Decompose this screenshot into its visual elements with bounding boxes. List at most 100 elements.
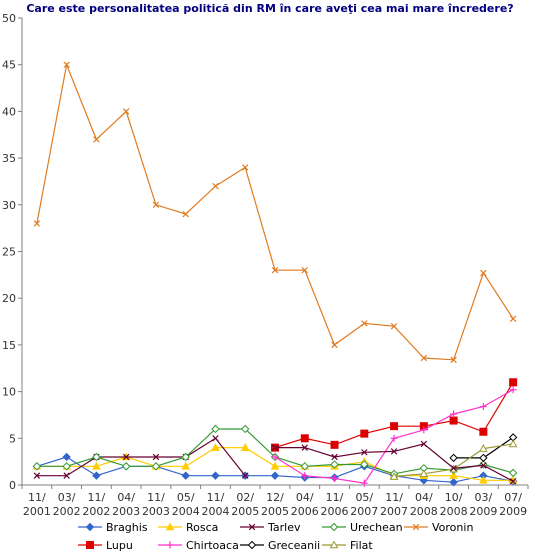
point-braghis: [62, 452, 71, 462]
point-chirtoaca: [360, 479, 368, 487]
legend-item-greceanii: Greceanii: [240, 539, 320, 552]
legend-swatch-marker: [412, 523, 420, 531]
series-line-voronin: [36, 62, 514, 361]
point-voronin: [212, 182, 219, 190]
legend-swatch-marker: [247, 540, 257, 550]
chart-title: Care este personalitatea politică din RM…: [26, 2, 514, 15]
point-voronin: [182, 210, 189, 218]
point-tarlev: [242, 472, 249, 479]
x-tick-label-line2: 2003: [142, 505, 170, 518]
point-urechean: [151, 462, 161, 471]
legend-item-tarlev: Tarlev: [240, 521, 301, 534]
point-tarlev-2: [450, 464, 457, 472]
point-braghis: [181, 471, 190, 480]
y-tick-label: 15: [2, 339, 16, 352]
point-tarlev: [212, 435, 219, 442]
x-tick-label-line1: 11/: [28, 491, 46, 504]
x-tick-label-line2: 2004: [172, 505, 200, 518]
point-urechean: [92, 452, 101, 462]
point-tarlev: [63, 472, 70, 479]
legend-label: Urechean: [350, 521, 403, 534]
point-tarlev-2: [331, 453, 338, 461]
x-tick-label-line1: 11/: [88, 491, 106, 504]
x-tick-label-line1: 05/: [177, 491, 195, 504]
legend-label: Tarlev: [267, 521, 301, 534]
x-tick-label-line2: 2005: [261, 505, 289, 518]
axes-layer: 0510152025303540455011/200103/200211/200…: [2, 12, 529, 518]
x-tick-label-line1: 11/: [147, 491, 165, 504]
point-voronin: [152, 201, 160, 209]
point-lupu: [330, 440, 339, 449]
point-tarlev: [152, 453, 160, 461]
legend-item-urechean: Urechean: [322, 521, 403, 534]
legend: Braghis Rosca Tarlev Urechean Voronin Lupu Chi…: [78, 521, 473, 552]
point-voronin: [450, 356, 457, 364]
point-chirtoaca: [509, 386, 517, 394]
point-chirtoaca: [390, 434, 398, 442]
legend-label: Lupu: [106, 539, 133, 552]
point-greceanii: [479, 453, 488, 463]
point-voronin: [33, 220, 41, 227]
point-tarlev: [122, 453, 130, 461]
point-urechean: [181, 452, 190, 462]
point-voronin: [390, 322, 398, 330]
x-tick-label-line2: 2009: [499, 505, 527, 518]
series-line-tarlev: [36, 437, 246, 477]
point-tarlev-2: [420, 440, 428, 448]
point-rosca: [449, 471, 458, 479]
x-tick-label-line1: 04/: [415, 491, 433, 504]
y-tick-label: 0: [9, 479, 16, 492]
point-urechean: [62, 462, 71, 471]
y-tick-label: 5: [9, 432, 16, 445]
x-tick-label-line2: 2009: [469, 505, 497, 518]
point-urechean: [121, 462, 131, 471]
point-filat: [479, 444, 488, 452]
point-tarlev: [33, 472, 41, 479]
series-braghis: [32, 452, 518, 487]
point-lupu: [449, 416, 458, 425]
x-tick-label-line2: 2001: [23, 505, 51, 518]
legend-swatch-marker: [86, 541, 94, 549]
x-tick-label-line1: 03/: [58, 491, 76, 504]
point-voronin: [271, 266, 279, 274]
point-urechean: [360, 460, 369, 469]
legend-item-chirtoaca: Chirtoaca: [158, 539, 239, 552]
series-lupu: [271, 378, 518, 452]
point-voronin: [420, 354, 428, 362]
legend-swatch-marker: [329, 540, 339, 549]
point-urechean: [300, 462, 309, 471]
x-tick-label-line1: 11/: [385, 491, 403, 504]
point-lupu: [390, 422, 399, 431]
legend-item-braghis: Braghis: [78, 521, 148, 534]
point-tarlev-2: [361, 449, 368, 456]
point-voronin: [122, 108, 130, 115]
series-voronin: [33, 61, 517, 364]
point-rosca: [240, 443, 250, 451]
x-tick-label-line1: 05/: [355, 491, 373, 504]
point-chirtoaca: [450, 410, 458, 418]
x-tick-label-line2: 2005: [231, 505, 259, 518]
point-urechean: [330, 460, 339, 469]
point-chirtoaca: [331, 474, 339, 482]
legend-label: Rosca: [186, 521, 218, 534]
point-rosca: [181, 461, 191, 470]
point-chirtoaca: [271, 453, 279, 461]
point-urechean: [508, 468, 518, 478]
y-tick-label: 50: [2, 12, 16, 25]
legend-swatch-marker: [248, 523, 256, 531]
point-lupu: [360, 429, 369, 438]
x-tick-label-line1: 02/: [236, 491, 254, 504]
series-tarlev-2: [271, 440, 517, 485]
y-tick-label: 45: [2, 59, 16, 72]
point-rosca: [211, 443, 220, 451]
point-voronin: [301, 266, 308, 274]
x-tick-label-line1: 04/: [117, 491, 135, 504]
point-chirtoaca: [420, 426, 428, 434]
series-layer: [32, 61, 518, 487]
y-tick-label: 10: [2, 386, 16, 399]
legend-label: Chirtoaca: [186, 539, 239, 552]
x-tick-label-line2: 2002: [82, 505, 110, 518]
legend-swatch-marker: [85, 522, 95, 532]
x-tick-label-line2: 2008: [410, 505, 438, 518]
